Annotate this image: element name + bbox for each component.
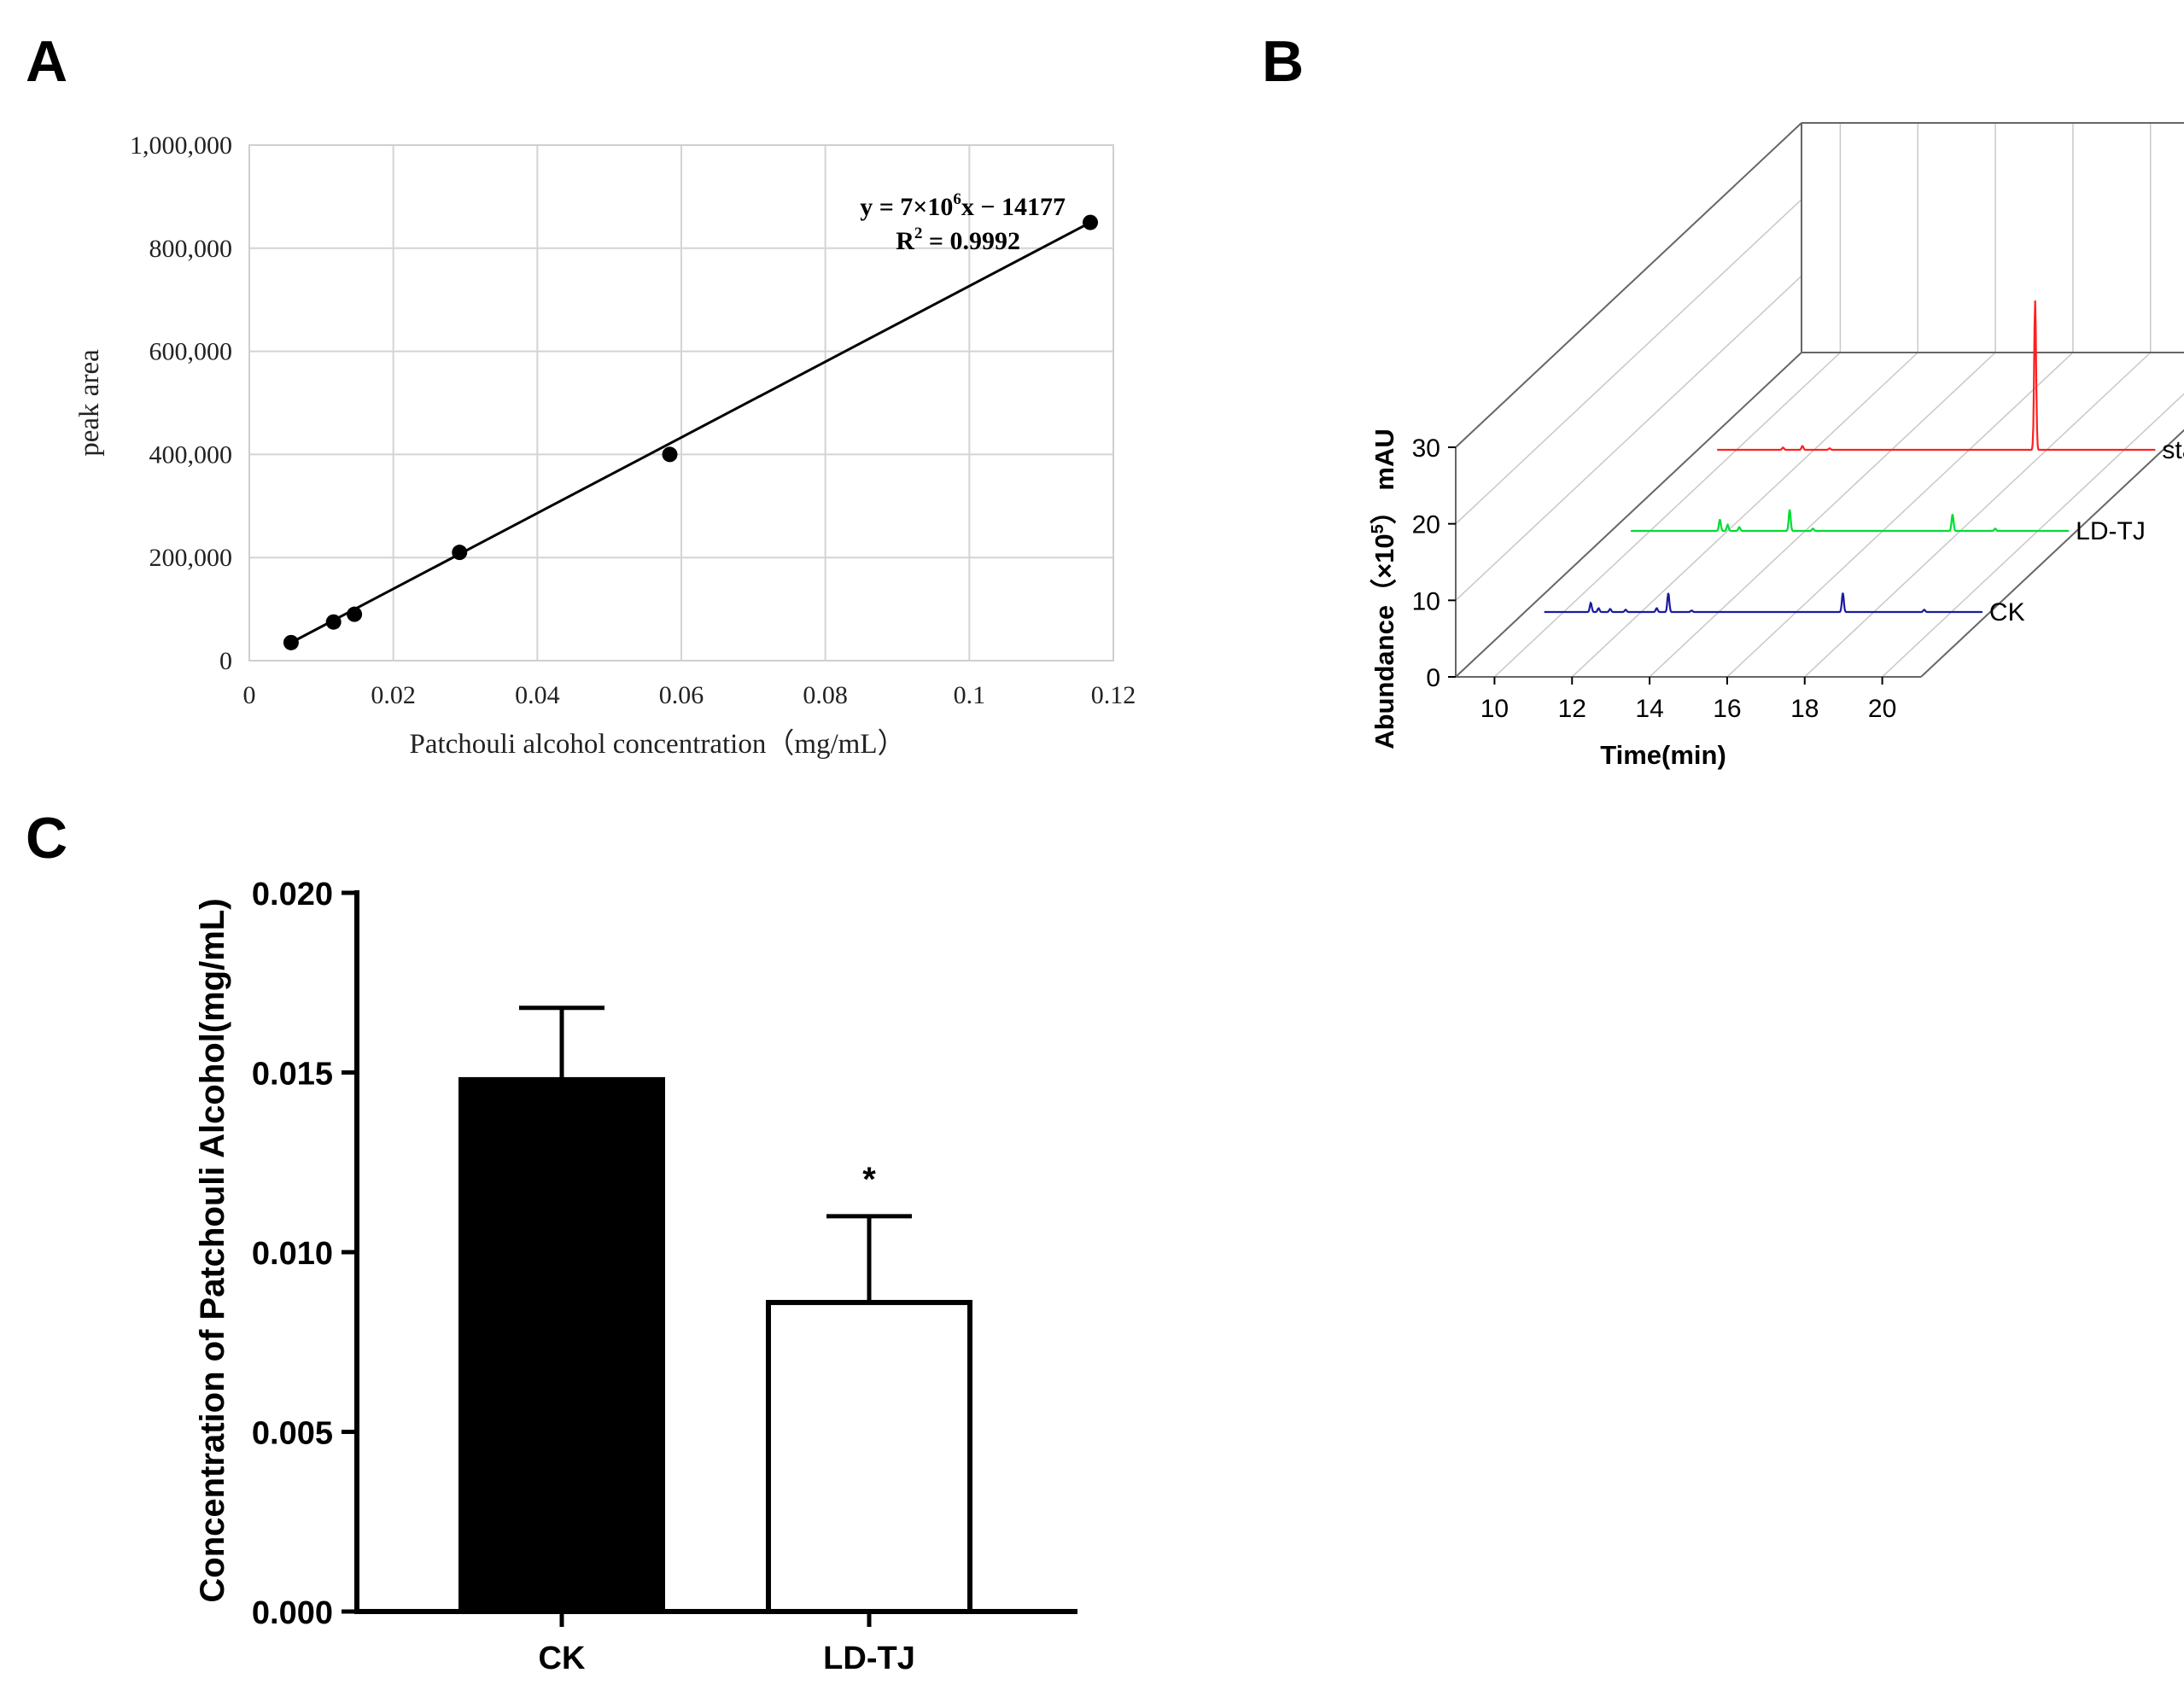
panel-b-3d-frame	[1455, 122, 2184, 678]
panel-a-data-point	[452, 545, 468, 561]
panel-a-x-tick-label: 0.12	[1091, 681, 1136, 709]
panel-b-chromatogram: 10 12 14 16 18 20 0 10 20 30 standard LD-TJ CK Time…	[1369, 122, 2184, 770]
panel-a-x-tick-label: 0.08	[803, 681, 848, 709]
panel-a-y-tick-label: 1,000,000	[130, 131, 232, 160]
panel-label-b: B	[1262, 29, 1304, 94]
panel-a-r-squared-suffix: = 0.9992	[922, 227, 1020, 255]
panel-b-y-tick-label: 0	[1426, 664, 1440, 692]
panel-b-x-tick-label: 10	[1480, 695, 1509, 723]
panel-label-a: A	[26, 29, 67, 94]
panel-c-tick-labels: 0.000 0.005 0.010 0.015 0.020 CK LD-TJ	[252, 877, 915, 1676]
panel-a-y-tick-label: 0	[219, 647, 232, 675]
panel-a-equation-exponent: 6	[953, 190, 961, 208]
panel-a-y-tick-labels: 0 200,000 400,000 600,000 800,000 1,000,000	[130, 131, 232, 675]
panel-b-y-tick-label: 20	[1412, 511, 1440, 539]
panel-a-fit-line	[290, 221, 1091, 644]
panel-a-y-tick-label: 400,000	[149, 440, 233, 469]
panel-a-equation-suffix: x − 14177	[961, 193, 1066, 221]
panel-a-x-tick-labels: 0 0.02 0.04 0.06 0.08 0.1 0.12	[243, 681, 1136, 709]
panel-b-y-tick-label: 30	[1412, 434, 1440, 463]
panel-b-x-tick-label: 18	[1790, 695, 1819, 723]
panel-b-gridline	[1882, 393, 2184, 678]
panel-b-axis-edge	[1455, 352, 1802, 678]
panel-b-y-axis-exponent: 5	[1369, 524, 1387, 533]
panel-b-x-axis-label: Time(min)	[1600, 740, 1726, 770]
panel-c-bars: *	[458, 1005, 972, 1615]
panel-c-bar-chart: * 0.000 0.005 0.010 0.015 0.020 CK LD-TJ Conce…	[194, 877, 1077, 1676]
panel-b-gridline	[1571, 352, 1918, 678]
panel-c-y-tick-label: 0.015	[252, 1057, 333, 1093]
panel-c-significance-star: *	[862, 1161, 876, 1198]
panel-a-plot-frame	[248, 144, 1114, 662]
panel-b-x-tick-label: 14	[1635, 695, 1663, 723]
panel-a-x-tick-label: 0	[243, 681, 256, 709]
panel-b-trace-ld-tj	[1631, 509, 2070, 533]
panel-a-data-point	[347, 606, 363, 622]
panel-a-x-tick-label: 0.02	[371, 681, 416, 709]
panel-a-equation: y = 7×106x − 14177	[860, 190, 1066, 221]
panel-a-x-tick-label: 0.06	[659, 681, 704, 709]
panel-a-gridlines	[248, 144, 1114, 662]
panel-b-series-label: LD-TJ	[2076, 517, 2146, 545]
panel-a-data-point	[325, 614, 342, 630]
panel-c-y-tick-label: 0.020	[252, 877, 333, 912]
panel-a-y-tick-label: 600,000	[149, 338, 233, 366]
panel-a-data-point	[283, 634, 299, 650]
panel-c-bar-ld-tj	[766, 1299, 972, 1614]
panel-a-data-point	[1083, 214, 1099, 230]
panel-c-bar-ck	[458, 1076, 665, 1615]
panel-a-y-tick-label: 200,000	[149, 544, 233, 572]
panel-c-category-label: CK	[539, 1641, 586, 1676]
panel-b-y-axis-unit: ） mAU	[1369, 428, 1399, 524]
panel-b-gridline	[1649, 352, 1996, 678]
panel-b-axis-edge	[1920, 428, 2184, 678]
panel-b-x-tick-label: 12	[1558, 695, 1586, 723]
panel-b-gridline	[1455, 199, 1802, 525]
panel-a-r-squared: R2 = 0.9992	[896, 224, 1020, 255]
panel-c-y-tick-label: 0.010	[252, 1236, 333, 1272]
panel-b-series-label: CK	[1989, 598, 2025, 627]
panel-c-y-axis-label: Concentration of Patchouli Alcohol(mg/mL…	[194, 898, 231, 1602]
panel-b-x-tick-label: 16	[1713, 695, 1741, 723]
panel-b-series-label: standard	[2162, 436, 2184, 464]
panel-c-y-tick-label: 0.005	[252, 1416, 333, 1452]
panel-b-tick-labels: 10 12 14 16 18 20 0 10 20 30	[1412, 434, 1897, 723]
panel-a-x-tick-label: 0.1	[954, 681, 986, 709]
panel-a-r-squared-exponent: 2	[914, 224, 923, 242]
panel-b-gridline	[1493, 352, 1841, 678]
panel-a-calibration-chart: 0 0.02 0.04 0.06 0.08 0.1 0.12 0 200,000 400,000…	[74, 131, 1136, 760]
panel-a-y-tick-label: 800,000	[149, 235, 233, 263]
panel-b-axis-edge	[1455, 122, 1802, 448]
panel-a-x-tick-label: 0.04	[515, 681, 560, 709]
panel-a-data-point	[662, 446, 678, 463]
panel-b-y-axis-label: Abundance（×105） mAU	[1369, 428, 1399, 749]
panel-b-gridline	[1726, 352, 2074, 678]
panel-b-x-tick-label: 20	[1868, 695, 1896, 723]
panel-c-y-tick-label: 0.000	[252, 1595, 333, 1631]
panel-c-category-label: LD-TJ	[823, 1641, 915, 1676]
panel-a-y-axis-label: peak area	[74, 349, 105, 457]
panel-b-trace-ck	[1544, 592, 1983, 614]
panel-b-trace-standard	[1717, 300, 2156, 452]
panel-a-data-points	[283, 214, 1099, 650]
panel-a-x-axis-label: Patchouli alcohol concentration（mg/mL）	[409, 729, 905, 760]
panel-b-y-tick-label: 10	[1412, 587, 1440, 615]
panel-b-series: standard LD-TJ CK	[1544, 300, 2184, 627]
panel-b-gridline	[1455, 275, 1802, 601]
panel-b-gridline	[1804, 352, 2152, 678]
panel-label-c: C	[26, 806, 67, 871]
